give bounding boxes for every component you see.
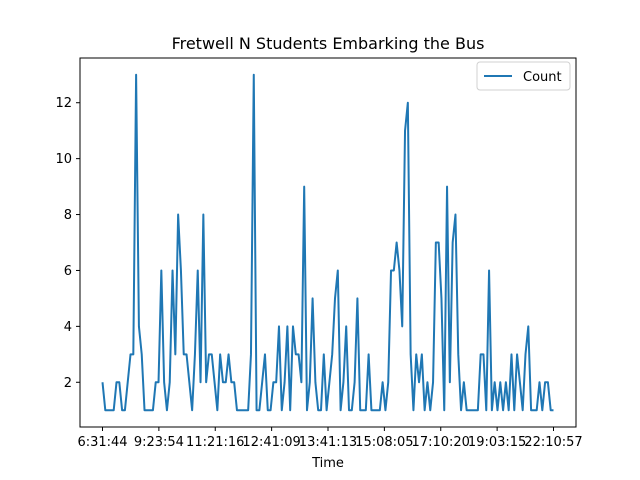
- legend-box: [476, 61, 571, 91]
- y-tick-label: 8: [64, 208, 72, 223]
- y-tick-label: 2: [64, 376, 72, 391]
- y-tick-label: 6: [64, 264, 72, 279]
- x-axis: 6:31:44 9:23:54 11:21:1612:41:0913:41:1315…: [77, 427, 583, 450]
- legend: Count: [476, 61, 571, 91]
- x-tick-label: 17:10:20: [412, 435, 470, 450]
- y-tick-label: 12: [55, 96, 72, 111]
- x-tick-label: 19:03:15: [468, 435, 526, 450]
- legend-entry-count: Count: [523, 70, 562, 85]
- y-axis: 2 4 6 8 10 12: [55, 96, 80, 391]
- x-tick-label: 13:41:13: [299, 435, 357, 450]
- x-axis-label: Time: [311, 456, 344, 471]
- y-tick-label: 10: [55, 152, 72, 167]
- y-tick-label: 4: [64, 320, 72, 335]
- x-tick-label: 9:23:54: [134, 435, 184, 450]
- series-line-count: [101, 73, 554, 412]
- x-tick-label: 12:41:09: [242, 435, 300, 450]
- x-tick-label: 6:31:44: [77, 435, 127, 450]
- x-tick-label: 15:08:05: [355, 435, 413, 450]
- chart-title: Fretwell N Students Embarking the Bus: [172, 34, 485, 53]
- x-tick-label: 22:10:57: [524, 435, 582, 450]
- x-tick-label: 11:21:16: [186, 435, 244, 450]
